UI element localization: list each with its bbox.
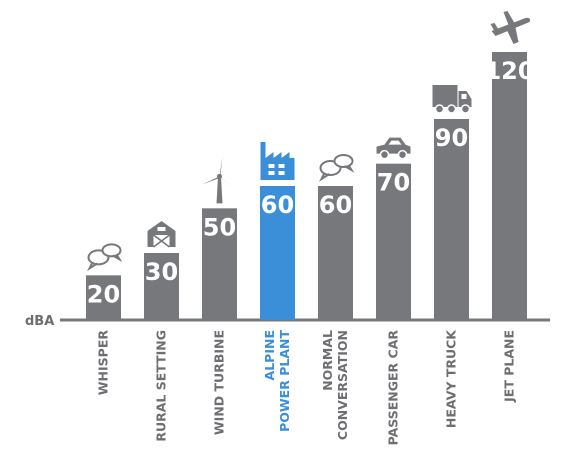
bar-value-label: 60 <box>319 191 352 219</box>
bar <box>86 275 121 320</box>
bar <box>434 119 469 320</box>
bar-value-label: 30 <box>145 258 178 286</box>
category-label: CONVERSATION <box>335 330 350 440</box>
category-label: JET PLANE <box>502 330 517 403</box>
category-label: PASSENGER CAR <box>386 330 401 446</box>
bar <box>202 208 237 320</box>
bar <box>492 52 527 320</box>
category-label: NORMAL <box>320 330 335 391</box>
airplane-icon <box>490 11 530 44</box>
factory-icon <box>260 142 295 180</box>
bar-value-label: 60 <box>261 191 294 219</box>
barn-icon <box>147 221 176 248</box>
bar <box>260 186 295 320</box>
bar-value-label: 70 <box>377 169 410 197</box>
bar-value-label: 90 <box>435 124 468 152</box>
bar-value-label: 120 <box>484 57 534 85</box>
truck-icon <box>432 85 472 114</box>
category-label: HEAVY TRUCK <box>444 329 459 428</box>
bar-value-label: 50 <box>203 213 236 241</box>
bar <box>144 253 179 320</box>
category-label: WIND TURBINE <box>212 330 227 435</box>
category-label: POWER PLANT <box>277 330 292 432</box>
bar <box>318 186 353 320</box>
category-label: RURAL SETTING <box>154 330 169 442</box>
bars-group: 20 WHISPER 30 RURAL SETTING 50 WIND TURBINE 60… <box>86 11 535 445</box>
speech-bubbles-icon <box>319 154 355 182</box>
category-label: WHISPER <box>96 330 111 396</box>
bar-value-label: 20 <box>87 280 120 308</box>
category-label: ALPINE <box>262 330 277 380</box>
unit-label: dBA <box>25 314 54 329</box>
wind-turbine-icon <box>202 156 234 204</box>
speech-bubbles-icon <box>87 243 123 272</box>
car-icon <box>376 137 411 160</box>
bar <box>376 163 411 320</box>
